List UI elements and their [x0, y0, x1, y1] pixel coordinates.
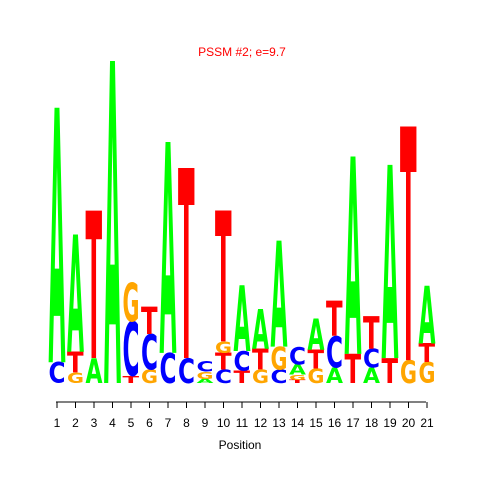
logo-letter-t: T — [123, 374, 140, 385]
logo-letter-a: A — [308, 311, 325, 361]
logo-letter-g: G — [271, 341, 288, 378]
logo-letter-g: G — [215, 339, 232, 357]
logo-letter-c: C — [271, 366, 288, 387]
logo-letter-c: C — [178, 351, 195, 391]
logo-letter-t: T — [141, 301, 158, 344]
logo-letter-t: T — [252, 344, 269, 377]
x-tick-label: 19 — [383, 416, 397, 430]
logo-letter-c: C — [160, 345, 177, 393]
x-tick-label: 9 — [202, 416, 209, 430]
logo-letter-g: G — [123, 274, 140, 335]
logo-letter-a: A — [234, 268, 251, 372]
logo-letter-a: A — [271, 212, 288, 381]
x-tick-label: 6 — [146, 416, 153, 430]
logo-letter-c: C — [197, 358, 214, 375]
chart-title: PSSM #2; e=9.7 — [198, 45, 286, 59]
x-tick-label: 4 — [109, 416, 116, 430]
logo-letter-t: T — [234, 368, 251, 388]
logo-letter-a: A — [197, 378, 215, 385]
logo-letter-c: C — [363, 343, 380, 373]
logo-letter-c: C — [234, 346, 251, 377]
x-tick-label: 11 — [236, 416, 249, 430]
logo-letter-g: G — [419, 357, 436, 390]
x-tick-label: 16 — [328, 416, 342, 430]
x-tick-label: 2 — [72, 416, 79, 430]
logo-letter-t: T — [363, 309, 380, 360]
logo-letter-a: A — [382, 113, 399, 422]
x-tick-label: 15 — [309, 416, 323, 430]
x-tick-label: 18 — [365, 416, 379, 430]
logo-letter-c: C — [326, 329, 343, 379]
logo-letter-t: T — [178, 116, 195, 420]
logo-letter-a: A — [49, 39, 66, 445]
x-tick-label: 17 — [346, 416, 360, 430]
logo-letter-c: C — [141, 325, 158, 381]
x-tick-label: 21 — [420, 416, 434, 430]
x-tick-label: 3 — [91, 416, 98, 430]
x-tick-label: 12 — [254, 416, 268, 430]
x-tick-label: 1 — [54, 416, 61, 430]
logo-letter-a: A — [345, 104, 362, 418]
x-tick-label: 14 — [291, 416, 305, 430]
logo-letter-a: A — [363, 364, 380, 389]
logo-letter-c: C — [49, 358, 66, 391]
logo-letter-g: G — [197, 370, 214, 382]
logo-letter-g: G — [308, 364, 325, 388]
logo-letter-t: T — [86, 170, 103, 406]
logo-letter-t: T — [326, 292, 343, 349]
logo-letter-a: A — [289, 362, 307, 378]
x-tick-label: 5 — [128, 416, 135, 430]
logo-letter-c: C — [123, 307, 140, 393]
logo-letter-t: T — [382, 351, 399, 391]
x-tick-label: 7 — [165, 416, 172, 430]
x-axis-ticks: 1 2 3 4 5 6 7 8 9 10 11 12 13 14 15 16 17 18 19 20 21 — [54, 402, 434, 430]
logo-letter-a: A — [160, 86, 177, 422]
logo-letter-a: A — [104, 0, 121, 480]
logo-letter-c: C — [289, 342, 306, 371]
logo-letter-t: T — [67, 347, 84, 380]
logo-letter-g: G — [141, 366, 158, 388]
logo-letter-a: A — [86, 351, 104, 391]
logo-letter-a: A — [67, 203, 84, 391]
logo-letter-a: A — [252, 299, 269, 362]
logo-letter-a: A — [326, 364, 343, 389]
logo-letter-t: T — [345, 346, 362, 393]
logo-letter-t: T — [215, 176, 232, 385]
x-tick-label: 8 — [183, 416, 190, 430]
logo-letter-g: G — [252, 366, 269, 388]
logo-letter-t: T — [400, 63, 417, 437]
logo-letter-t: T — [308, 345, 325, 375]
logo-letter-t: T — [215, 348, 232, 375]
x-axis-label: Position — [219, 438, 262, 452]
logo-letter-t: T — [289, 379, 306, 384]
logo-letter-a: A — [419, 270, 436, 363]
logo-letter-c: C — [215, 366, 232, 387]
logo-letter-g: G — [400, 355, 417, 392]
x-tick-label: 10 — [217, 416, 231, 430]
logo-letter-t: T — [419, 339, 436, 369]
x-tick-label: 20 — [402, 416, 416, 430]
logo-letter-g: G — [289, 373, 306, 381]
x-tick-label: 13 — [272, 416, 286, 430]
logo-letter-g: G — [67, 371, 84, 387]
